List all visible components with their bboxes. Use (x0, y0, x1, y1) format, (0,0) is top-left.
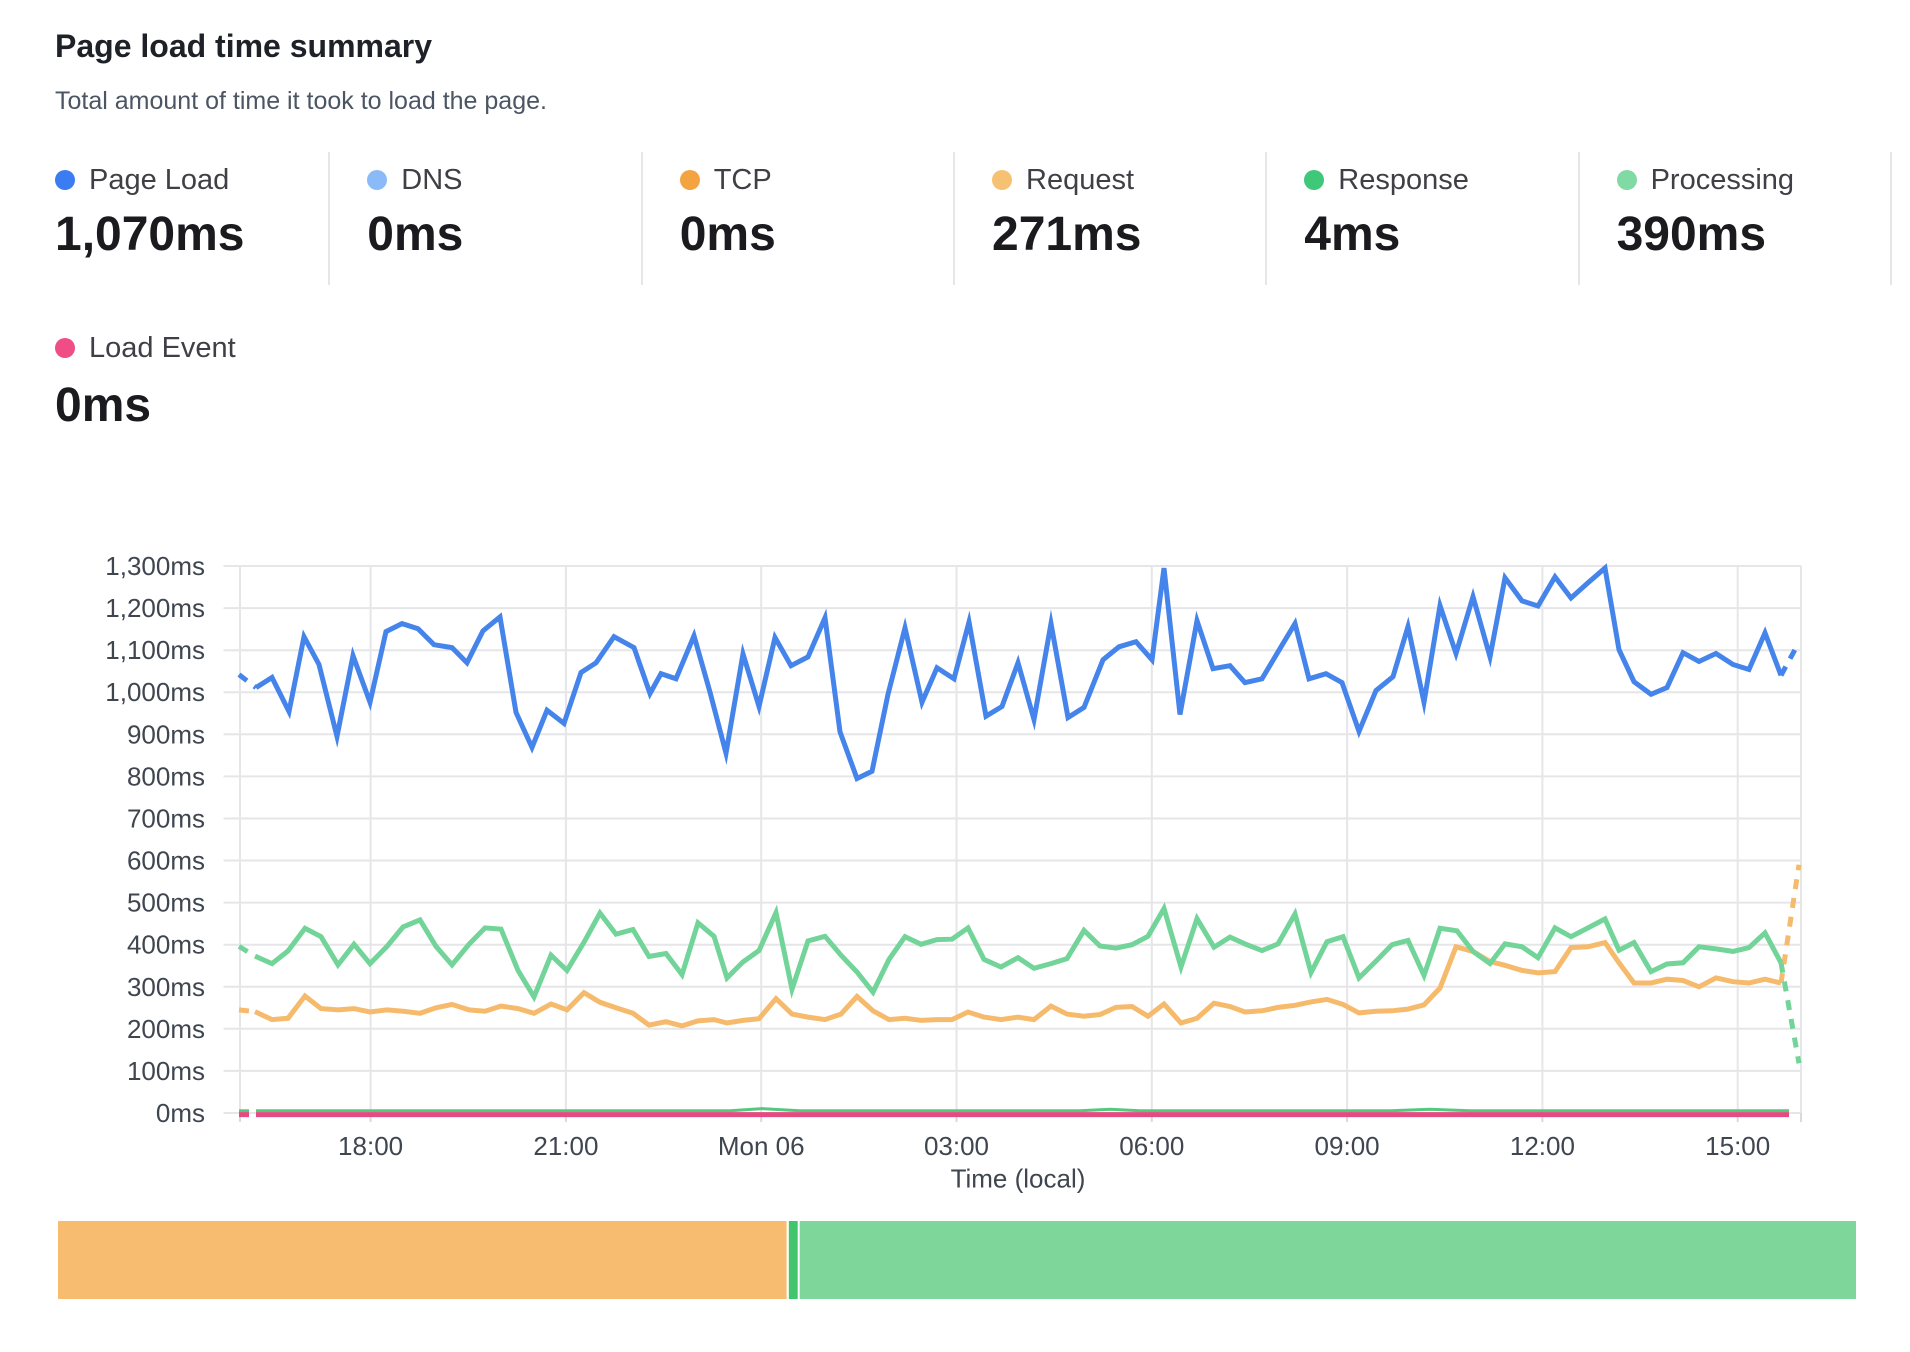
svg-text:06:00: 06:00 (1119, 1131, 1184, 1161)
svg-text:1,300ms: 1,300ms (105, 551, 205, 581)
svg-text:15:00: 15:00 (1705, 1131, 1770, 1161)
svg-text:400ms: 400ms (127, 930, 205, 960)
svg-text:800ms: 800ms (127, 761, 205, 791)
svg-text:100ms: 100ms (127, 1056, 205, 1086)
svg-text:500ms: 500ms (127, 888, 205, 918)
svg-text:21:00: 21:00 (533, 1131, 598, 1161)
svg-text:18:00: 18:00 (338, 1131, 403, 1161)
svg-text:1,100ms: 1,100ms (105, 635, 205, 665)
svg-text:03:00: 03:00 (924, 1131, 989, 1161)
svg-text:Time (local): Time (local) (951, 1164, 1086, 1194)
svg-text:Mon 06: Mon 06 (718, 1131, 805, 1161)
svg-text:600ms: 600ms (127, 846, 205, 876)
svg-text:09:00: 09:00 (1315, 1131, 1380, 1161)
svg-text:300ms: 300ms (127, 972, 205, 1002)
svg-text:200ms: 200ms (127, 1014, 205, 1044)
svg-text:1,000ms: 1,000ms (105, 677, 205, 707)
svg-text:0ms: 0ms (156, 1098, 205, 1128)
svg-text:900ms: 900ms (127, 719, 205, 749)
svg-text:12:00: 12:00 (1510, 1131, 1575, 1161)
svg-text:1,200ms: 1,200ms (105, 593, 205, 623)
svg-text:700ms: 700ms (127, 804, 205, 834)
